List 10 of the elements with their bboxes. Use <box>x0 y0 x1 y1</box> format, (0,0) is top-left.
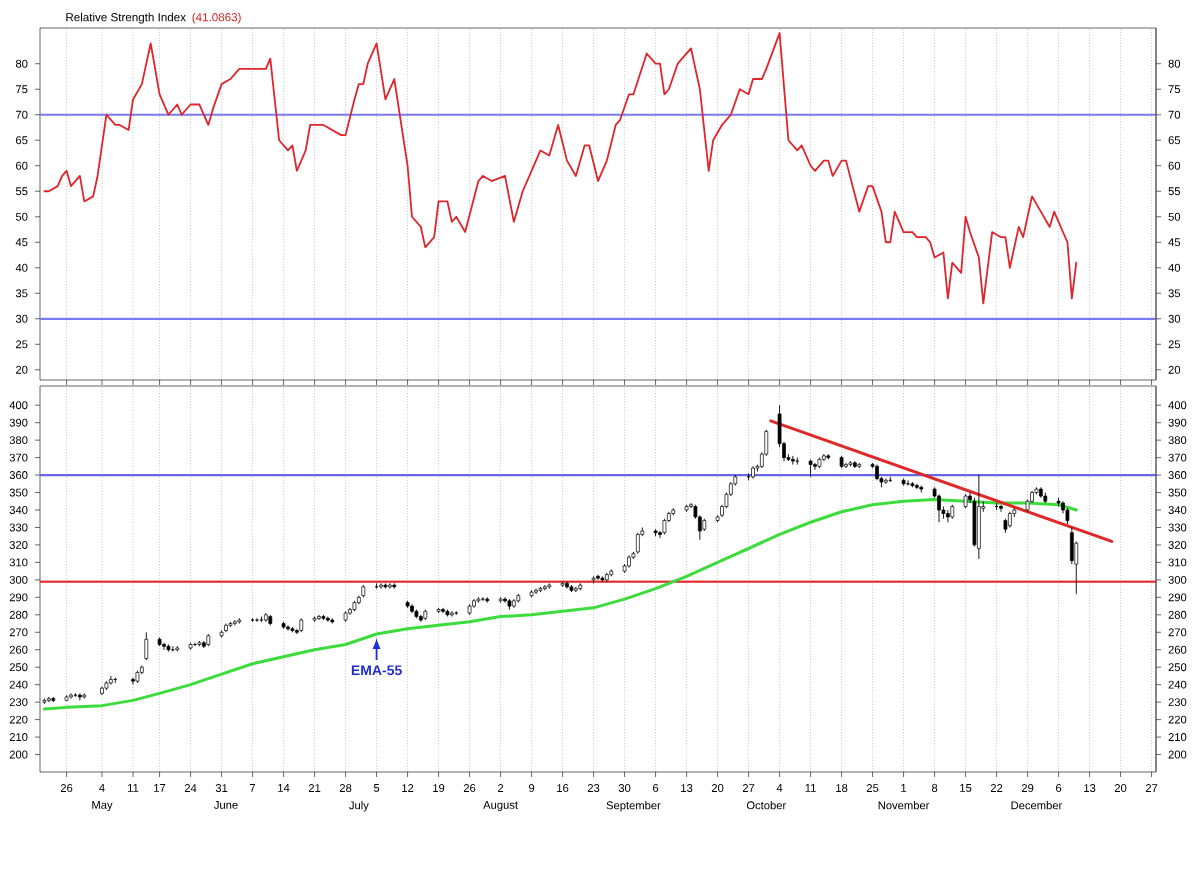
candlestick <box>481 596 485 602</box>
candlestick <box>937 493 941 523</box>
candlestick <box>109 675 113 686</box>
candlestick <box>946 509 950 523</box>
candlestick <box>977 474 981 560</box>
candlestick <box>255 617 259 623</box>
candlestick <box>450 610 454 617</box>
candlestick <box>144 631 149 661</box>
candlestick <box>636 532 640 555</box>
candlestick <box>906 479 910 486</box>
